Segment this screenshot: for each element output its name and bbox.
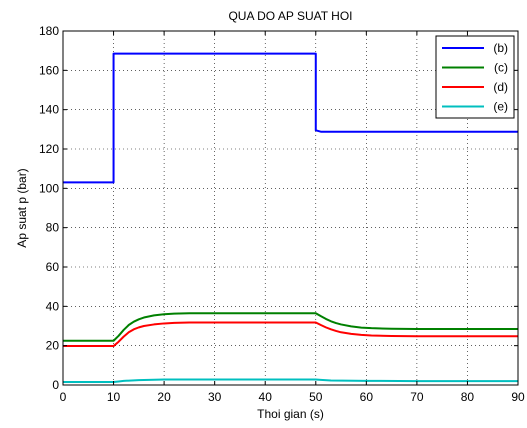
y-tick-label: 140 bbox=[39, 103, 59, 117]
y-tick-label: 180 bbox=[39, 24, 59, 38]
grid bbox=[63, 31, 518, 385]
x-tick-label: 10 bbox=[107, 390, 121, 404]
y-axis-title: Ap suat p (bar) bbox=[15, 168, 29, 247]
x-tick-label: 0 bbox=[60, 390, 67, 404]
legend: (b) (c) (d) (e) bbox=[435, 35, 515, 119]
y-tick-label: 40 bbox=[46, 299, 60, 313]
y-tick-label: 0 bbox=[52, 378, 59, 392]
chart-title: QUA DO AP SUAT HOI bbox=[228, 9, 352, 23]
legend-label-1: (c) bbox=[494, 61, 508, 75]
y-tick-label: 160 bbox=[39, 63, 59, 77]
x-tick-label: 20 bbox=[157, 390, 171, 404]
y-tick-label: 60 bbox=[46, 260, 60, 274]
x-tick-label: 60 bbox=[360, 390, 374, 404]
series-line-2 bbox=[63, 321, 518, 348]
y-tick-label: 20 bbox=[46, 339, 60, 353]
series-line-1 bbox=[63, 312, 518, 342]
x-tick-label: 80 bbox=[461, 390, 475, 404]
y-tick-label: 120 bbox=[39, 142, 59, 156]
series-line-0 bbox=[63, 52, 518, 184]
x-tick-label: 70 bbox=[410, 390, 424, 404]
x-tick-label: 90 bbox=[511, 390, 525, 404]
x-axis-title: Thoi gian (s) bbox=[257, 407, 324, 421]
y-tick-label: 80 bbox=[46, 221, 60, 235]
x-tick-label: 50 bbox=[309, 390, 323, 404]
legend-box bbox=[435, 35, 515, 119]
x-tick-label: 30 bbox=[208, 390, 222, 404]
axis-ticks: 0 10 20 30 40 50 60 70 80 90 0 20 40 60 80 100 120 140 160… bbox=[39, 24, 525, 404]
x-tick-label: 40 bbox=[259, 390, 273, 404]
series-layer bbox=[63, 52, 518, 384]
plot-frame bbox=[62, 30, 519, 386]
series-line-3 bbox=[63, 378, 518, 384]
legend-label-3: (e) bbox=[493, 100, 508, 114]
legend-label-0: (b) bbox=[493, 41, 508, 55]
legend-label-2: (d) bbox=[493, 80, 508, 94]
y-tick-label: 100 bbox=[39, 181, 59, 195]
